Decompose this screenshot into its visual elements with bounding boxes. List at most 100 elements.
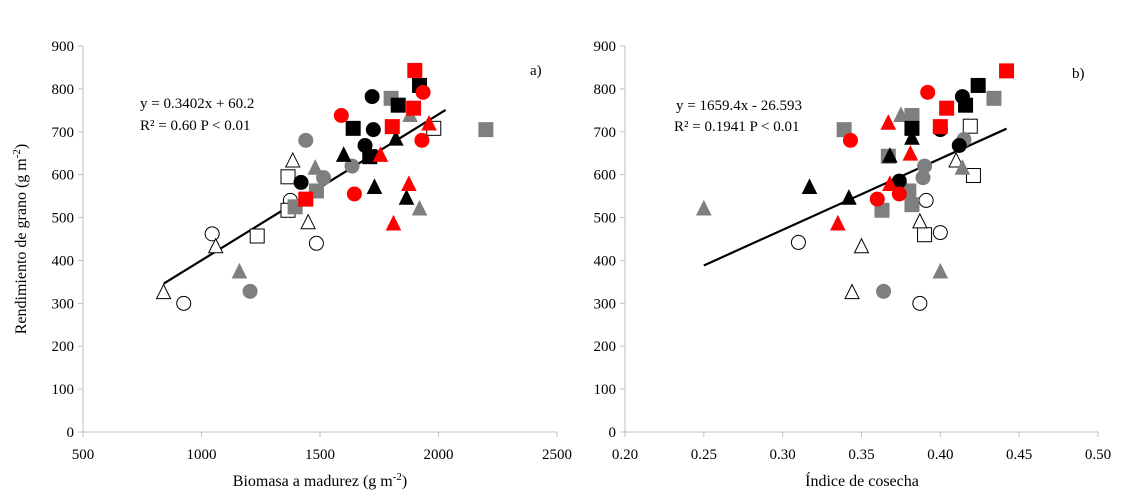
data-point-open-triangle (284, 151, 301, 168)
x-tick-label: 0.20 (612, 447, 638, 463)
data-point-gray-triangle (932, 262, 949, 279)
data-point-gray-circle (298, 132, 314, 148)
y-tick-label: 500 (594, 211, 617, 227)
data-point-open-triangle (853, 237, 870, 254)
x-tick-label: 0.35 (848, 447, 874, 463)
data-point-open-triangle (207, 237, 224, 254)
y-tick-label: 600 (594, 168, 617, 184)
data-point-black-triangle (398, 189, 415, 205)
regression-equation: y = 0.3402x + 60.2 (140, 96, 254, 112)
data-point-red-circle (414, 132, 430, 148)
x-tick-label: 0.30 (770, 447, 796, 463)
data-point-black-triangle (882, 147, 898, 163)
data-point-red-circle (333, 107, 349, 123)
data-point-open-triangle (844, 283, 860, 300)
data-point-open-circle (932, 225, 948, 241)
panel-label: b) (1072, 66, 1085, 82)
data-point-open-square (249, 228, 265, 244)
data-point-open-triangle (155, 283, 172, 300)
data-point-red-square (999, 63, 1015, 79)
data-point-red-square (406, 100, 422, 116)
data-point-open-triangle (300, 213, 316, 230)
y-tick-label: 100 (52, 382, 75, 398)
data-point-gray-circle (242, 283, 258, 299)
data-point-black-triangle (801, 178, 818, 195)
x-axis-title-text: Índice de cosecha (805, 471, 919, 490)
data-point-black-circle (951, 138, 967, 154)
x-axis-title: Índice de cosecha (805, 471, 919, 490)
data-point-open-circle (918, 192, 934, 208)
y-tick-label: 300 (594, 296, 617, 312)
data-point-open-circle (204, 226, 220, 242)
data-point-open-square (962, 118, 978, 134)
y-tick-label: 300 (52, 296, 75, 312)
data-point-open-triangle (912, 212, 928, 229)
data-point-black-square (390, 97, 406, 113)
x-tick-label: 1000 (187, 447, 217, 463)
data-point-black-triangle (388, 129, 404, 146)
y-tick-label: 0 (609, 425, 617, 441)
x-axis-title-sup: -2 (393, 471, 402, 483)
y-tick-label: 0 (67, 425, 75, 441)
y-tick-label: 200 (52, 339, 75, 355)
data-point-red-circle (415, 84, 431, 100)
data-point-gray-triangle (411, 199, 428, 216)
y-axis-title-text: Rendimiento de grano (g m (13, 158, 30, 335)
data-point-gray-circle (917, 158, 933, 174)
data-point-black-square (958, 97, 974, 113)
data-point-red-circle (842, 132, 858, 148)
x-tick-label: 0.40 (927, 447, 953, 463)
data-point-gray-triangle (307, 159, 324, 175)
y-tick-label: 100 (594, 382, 617, 398)
data-point-red-triangle (880, 114, 897, 130)
data-point-gray-triangle (893, 106, 909, 122)
x-tick-label: 0.25 (691, 447, 717, 463)
regression-equation: y = 1659.4x - 26.593 (676, 98, 802, 114)
y-tick-label: 700 (594, 125, 617, 141)
data-point-red-triangle (385, 214, 402, 231)
data-point-red-triangle (830, 214, 846, 231)
data-point-red-triangle (882, 175, 898, 192)
x-tick-label: 500 (72, 447, 95, 463)
panel-label: a) (530, 63, 542, 79)
data-point-gray-triangle (231, 262, 248, 279)
data-point-open-circle (912, 295, 928, 311)
data-point-black-triangle (366, 178, 383, 195)
data-point-open-circle (790, 234, 806, 250)
data-point-red-square (932, 119, 948, 135)
data-point-open-square (965, 168, 981, 184)
data-point-black-circle (293, 174, 309, 190)
x-tick-label: 0.50 (1085, 447, 1111, 463)
data-point-red-triangle (421, 114, 437, 131)
y-tick-label: 800 (594, 82, 617, 98)
x-tick-label: 0.45 (1006, 447, 1032, 463)
y-tick-label: 900 (52, 39, 75, 55)
x-axis-title: Biomasa a madurez (g m-2) (233, 471, 407, 490)
data-point-open-square (917, 227, 933, 243)
data-point-gray-square (986, 90, 1002, 106)
y-tick-label: 400 (594, 253, 617, 269)
x-tick-label: 2500 (542, 447, 572, 463)
data-point-red-square (939, 100, 955, 116)
data-point-open-circle (176, 295, 192, 311)
data-point-gray-triangle (696, 199, 712, 216)
data-point-black-circle (365, 122, 381, 138)
y-tick-label: 700 (52, 125, 75, 141)
data-point-red-triangle (372, 146, 389, 162)
y-axis-title-sup: -2 (11, 149, 23, 158)
y-axis-title-close: ) (13, 144, 30, 149)
data-point-red-square (298, 191, 314, 207)
data-point-red-circle (869, 191, 885, 207)
r-squared-label: R² = 0.1941 P < 0.01 (674, 119, 799, 135)
r-squared-label: R² = 0.60 P < 0.01 (140, 118, 250, 134)
data-point-red-triangle (902, 144, 919, 161)
data-point-black-triangle (841, 189, 857, 205)
data-point-gray-square (904, 197, 920, 213)
y-tick-label: 600 (52, 168, 75, 184)
data-point-black-triangle (335, 146, 352, 162)
data-point-red-circle (920, 84, 936, 100)
y-axis-title: Rendimiento de grano (g m-2) (11, 144, 30, 334)
data-point-red-circle (346, 186, 362, 202)
x-axis-title-text: Biomasa a madurez (g m (233, 473, 394, 490)
data-point-red-triangle (401, 175, 417, 192)
